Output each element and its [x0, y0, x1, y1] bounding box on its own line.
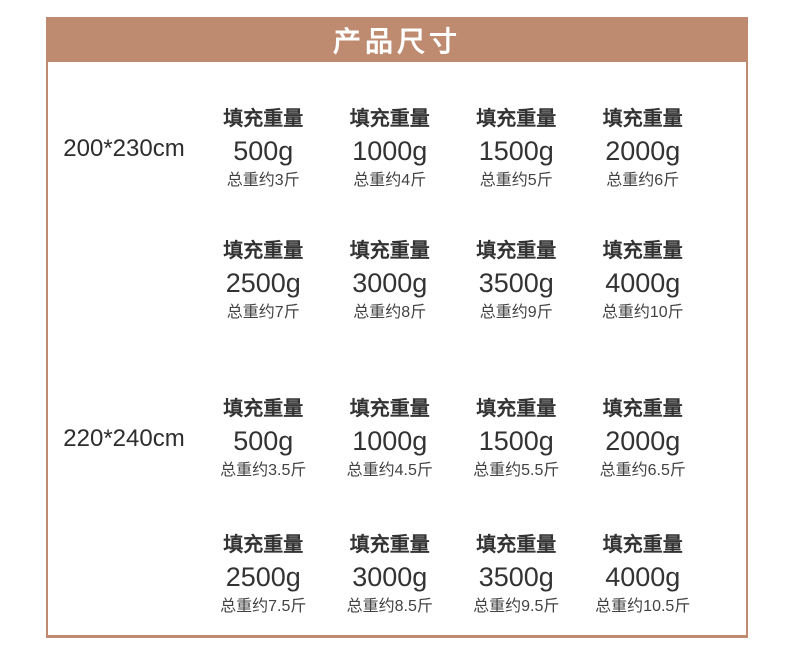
weight-row: 220*240cm 填充重量 500g 总重约3.5斤 填充重量 1000g 总… [48, 396, 746, 482]
total-weight-note: 总重约7斤 [226, 304, 300, 321]
weight-row: 200*230cm 填充重量 500g 总重约3斤 填充重量 1000g 总重约… [48, 106, 746, 192]
weight-option: 填充重量 500g 总重约3斤 [200, 106, 327, 192]
fill-weight-caption: 填充重量 [223, 398, 304, 420]
fill-weight-value: 1500g [478, 136, 554, 166]
fill-weight-caption: 填充重量 [476, 534, 557, 556]
fill-weight-caption: 填充重量 [476, 240, 557, 262]
fill-weight-value: 3000g [352, 562, 428, 592]
fill-weight-caption: 填充重量 [602, 398, 683, 420]
weight-option: 填充重量 4000g 总重约10.5斤 [580, 532, 707, 618]
fill-weight-value: 3000g [352, 268, 428, 298]
weight-option: 填充重量 500g 总重约3.5斤 [200, 396, 327, 482]
weight-option: 填充重量 3000g 总重约8斤 [327, 238, 454, 324]
total-weight-note: 总重约4斤 [353, 172, 427, 189]
fill-weight-value: 2000g [605, 426, 681, 456]
weight-option: 填充重量 1500g 总重约5.5斤 [453, 396, 580, 482]
fill-weight-value: 1000g [352, 136, 428, 166]
total-weight-note: 总重约3斤 [226, 172, 300, 189]
total-weight-note: 总重约5.5斤 [473, 462, 560, 479]
total-weight-note: 总重约8.5斤 [346, 598, 433, 615]
weight-option: 填充重量 1000g 总重约4斤 [327, 106, 454, 192]
fill-weight-caption: 填充重量 [349, 534, 430, 556]
weight-option: 填充重量 2000g 总重约6.5斤 [580, 396, 707, 482]
weight-options: 填充重量 500g 总重约3斤 填充重量 1000g 总重约4斤 填充重量 15… [200, 106, 746, 192]
fill-weight-value: 1500g [478, 426, 554, 456]
size-table: 200*230cm 填充重量 500g 总重约3斤 填充重量 1000g 总重约… [46, 62, 748, 638]
section-title: 产品尺寸 [332, 25, 461, 57]
size-label-220x240: 220*240cm [63, 425, 185, 452]
weight-option: 填充重量 3000g 总重约8.5斤 [327, 532, 454, 618]
weight-option: 填充重量 2500g 总重约7斤 [200, 238, 327, 324]
weight-option: 填充重量 1000g 总重约4.5斤 [327, 396, 454, 482]
total-weight-note: 总重约7.5斤 [220, 598, 307, 615]
fill-weight-caption: 填充重量 [476, 398, 557, 420]
weight-option: 填充重量 3500g 总重约9.5斤 [453, 532, 580, 618]
weight-option: 填充重量 2500g 总重约7.5斤 [200, 532, 327, 618]
total-weight-note: 总重约9.5斤 [473, 598, 560, 615]
fill-weight-value: 1000g [352, 426, 428, 456]
total-weight-note: 总重约10.5斤 [595, 598, 691, 615]
section-header: 产品尺寸 [46, 17, 748, 62]
total-weight-note: 总重约9斤 [479, 304, 553, 321]
total-weight-note: 总重约6斤 [606, 172, 680, 189]
fill-weight-caption: 填充重量 [349, 398, 430, 420]
fill-weight-caption: 填充重量 [602, 108, 683, 130]
weight-option: 填充重量 1500g 总重约5斤 [453, 106, 580, 192]
fill-weight-value: 3500g [478, 562, 554, 592]
weight-options: 填充重量 500g 总重约3.5斤 填充重量 1000g 总重约4.5斤 填充重… [200, 396, 746, 482]
weight-row: 填充重量 2500g 总重约7.5斤 填充重量 3000g 总重约8.5斤 填充… [48, 532, 746, 618]
total-weight-note: 总重约8斤 [353, 304, 427, 321]
fill-weight-value: 500g [233, 136, 294, 166]
fill-weight-caption: 填充重量 [349, 240, 430, 262]
fill-weight-caption: 填充重量 [223, 108, 304, 130]
total-weight-note: 总重约5斤 [479, 172, 553, 189]
fill-weight-value: 2000g [605, 136, 681, 166]
total-weight-note: 总重约6.5斤 [599, 462, 686, 479]
fill-weight-value: 2500g [225, 268, 301, 298]
fill-weight-caption: 填充重量 [476, 108, 557, 130]
weight-options: 填充重量 2500g 总重约7.5斤 填充重量 3000g 总重约8.5斤 填充… [200, 532, 746, 618]
fill-weight-caption: 填充重量 [602, 240, 683, 262]
weight-option: 填充重量 4000g 总重约10斤 [580, 238, 707, 324]
fill-weight-caption: 填充重量 [349, 108, 430, 130]
weight-option: 填充重量 3500g 总重约9斤 [453, 238, 580, 324]
fill-weight-value: 4000g [605, 268, 681, 298]
total-weight-note: 总重约10斤 [601, 304, 684, 321]
total-weight-note: 总重约3.5斤 [220, 462, 307, 479]
fill-weight-caption: 填充重量 [223, 534, 304, 556]
fill-weight-value: 3500g [478, 268, 554, 298]
fill-weight-value: 500g [233, 426, 294, 456]
weight-option: 填充重量 2000g 总重约6斤 [580, 106, 707, 192]
fill-weight-caption: 填充重量 [223, 240, 304, 262]
fill-weight-caption: 填充重量 [602, 534, 683, 556]
total-weight-note: 总重约4.5斤 [346, 462, 433, 479]
weight-row: 填充重量 2500g 总重约7斤 填充重量 3000g 总重约8斤 填充重量 3… [48, 238, 746, 324]
fill-weight-value: 4000g [605, 562, 681, 592]
fill-weight-value: 2500g [225, 562, 301, 592]
weight-options: 填充重量 2500g 总重约7斤 填充重量 3000g 总重约8斤 填充重量 3… [200, 238, 746, 324]
size-label-200x230: 200*230cm [63, 135, 185, 162]
